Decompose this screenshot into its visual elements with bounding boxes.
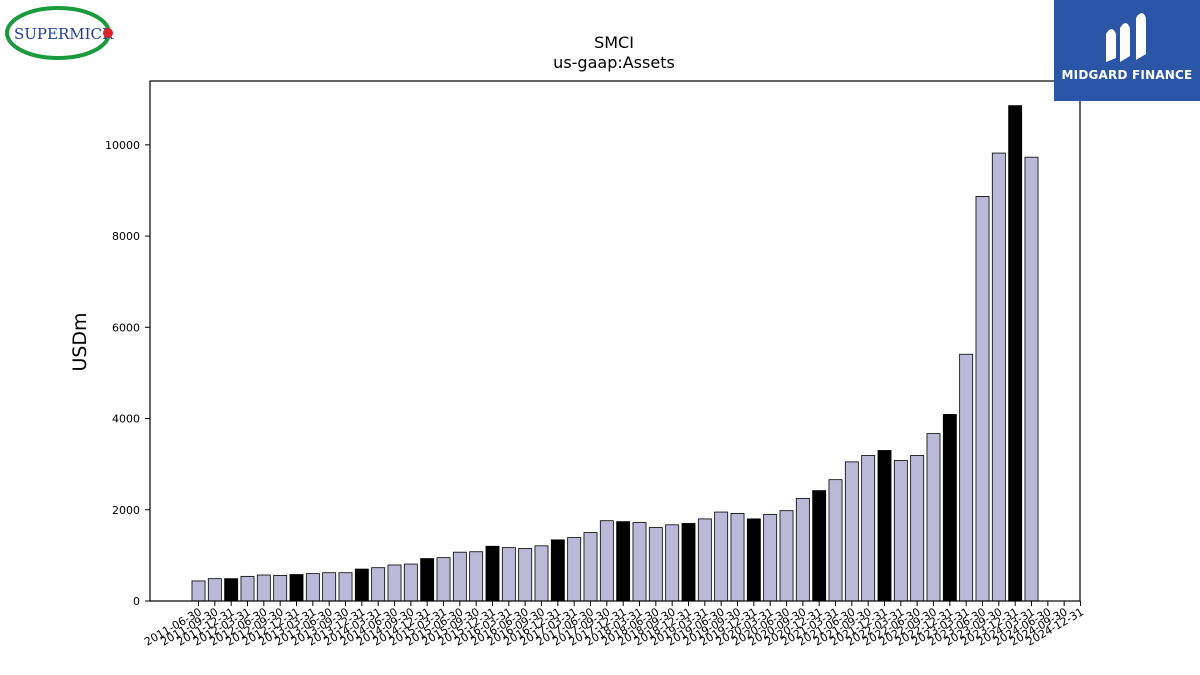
supermicro-logo-text: SUPERMICR bbox=[14, 25, 114, 43]
chart-subtitle: us-gaap:Assets bbox=[553, 53, 675, 72]
midgard-finance-logo: MIDGARD FINANCE bbox=[1054, 0, 1200, 101]
bar-2021-06-30 bbox=[844, 461, 859, 602]
bar-2018-12-31 bbox=[681, 523, 696, 602]
bar-2020-06-30 bbox=[779, 510, 794, 602]
bar-2022-06-30 bbox=[910, 455, 925, 602]
bar-2012-03-31 bbox=[240, 575, 255, 602]
bar-2023-12-31 bbox=[1008, 105, 1023, 602]
bar-2012-09-30 bbox=[273, 575, 288, 602]
x-ticks-layer: 2011-06-302011-09-302011-12-312012-03-31… bbox=[142, 601, 1086, 649]
y-axis-label: USDm bbox=[69, 312, 91, 371]
bar-2015-03-31 bbox=[436, 557, 451, 602]
bar-2023-06-30 bbox=[975, 195, 990, 602]
bar-2016-06-30 bbox=[518, 548, 533, 602]
supermicro-logo-mark: SUPERMICR bbox=[5, 6, 114, 60]
y-tick-label: 2000 bbox=[112, 504, 140, 517]
bar-2022-12-31 bbox=[942, 414, 957, 602]
bar-2011-12-31 bbox=[224, 578, 239, 602]
bar-2019-03-31 bbox=[697, 518, 712, 602]
bar-2014-06-30 bbox=[387, 564, 402, 602]
bar-2020-09-30 bbox=[795, 497, 810, 602]
bar-2017-09-30 bbox=[599, 520, 614, 602]
bar-2011-09-30 bbox=[207, 578, 222, 602]
bar-2017-12-31 bbox=[616, 521, 631, 602]
bar-2020-03-31 bbox=[763, 513, 778, 602]
bar-2013-03-31 bbox=[305, 573, 320, 602]
bar-2019-09-30 bbox=[730, 513, 745, 602]
bar-2013-06-30 bbox=[322, 572, 337, 602]
bar-2014-12-31 bbox=[420, 558, 435, 602]
bar-2018-06-30 bbox=[648, 527, 663, 602]
bar-2015-06-30 bbox=[452, 551, 467, 602]
bar-2017-06-30 bbox=[583, 532, 598, 602]
bar-2015-09-30 bbox=[469, 551, 484, 602]
bar-2017-03-31 bbox=[567, 537, 582, 602]
bar-2019-12-31 bbox=[746, 518, 761, 602]
bar-2012-06-30 bbox=[256, 574, 271, 602]
bar-2018-09-30 bbox=[665, 524, 680, 602]
bars-layer bbox=[191, 105, 1039, 602]
bar-2016-09-30 bbox=[534, 545, 549, 602]
y-ticks-layer: 0 2000 4000 6000 8000 10000 bbox=[105, 139, 150, 608]
bar-2013-09-30 bbox=[338, 572, 353, 602]
supermicro-logo-dot bbox=[103, 28, 113, 38]
bar-2024-03-31 bbox=[1024, 156, 1039, 602]
bar-2014-03-31 bbox=[371, 567, 386, 602]
supermicro-logo: SUPERMICR bbox=[4, 4, 116, 62]
bar-2012-12-31 bbox=[289, 574, 304, 602]
midgard-finance-logo-mark bbox=[1106, 13, 1146, 62]
bar-2023-09-30 bbox=[991, 152, 1006, 602]
y-tick-label: 10000 bbox=[105, 139, 140, 152]
midgard-finance-logo-text: MIDGARD FINANCE bbox=[1061, 68, 1193, 82]
bar-2016-12-31 bbox=[550, 539, 565, 602]
bar-2019-06-30 bbox=[714, 511, 729, 602]
chart-title: SMCI bbox=[594, 33, 634, 52]
bar-2022-09-30 bbox=[926, 433, 941, 602]
bar-2014-09-30 bbox=[403, 563, 418, 602]
y-tick-label: 8000 bbox=[112, 230, 140, 243]
bar-2013-12-31 bbox=[354, 568, 369, 602]
bar-2022-03-31 bbox=[893, 460, 908, 602]
y-tick-label: 4000 bbox=[112, 413, 140, 426]
bar-2011-06-30 bbox=[191, 580, 206, 602]
bar-2016-03-31 bbox=[501, 547, 516, 602]
bar-2021-03-31 bbox=[828, 479, 843, 602]
y-tick-label: 0 bbox=[133, 595, 140, 608]
bar-2020-12-31 bbox=[812, 490, 827, 602]
bar-2015-12-31 bbox=[485, 545, 500, 602]
bar-2018-03-31 bbox=[632, 522, 647, 602]
bar-2021-09-30 bbox=[861, 455, 876, 602]
bar-2023-03-31 bbox=[959, 353, 974, 602]
y-tick-label: 6000 bbox=[112, 321, 140, 334]
plot-frame bbox=[149, 80, 1081, 602]
bar-2021-12-31 bbox=[877, 450, 892, 602]
